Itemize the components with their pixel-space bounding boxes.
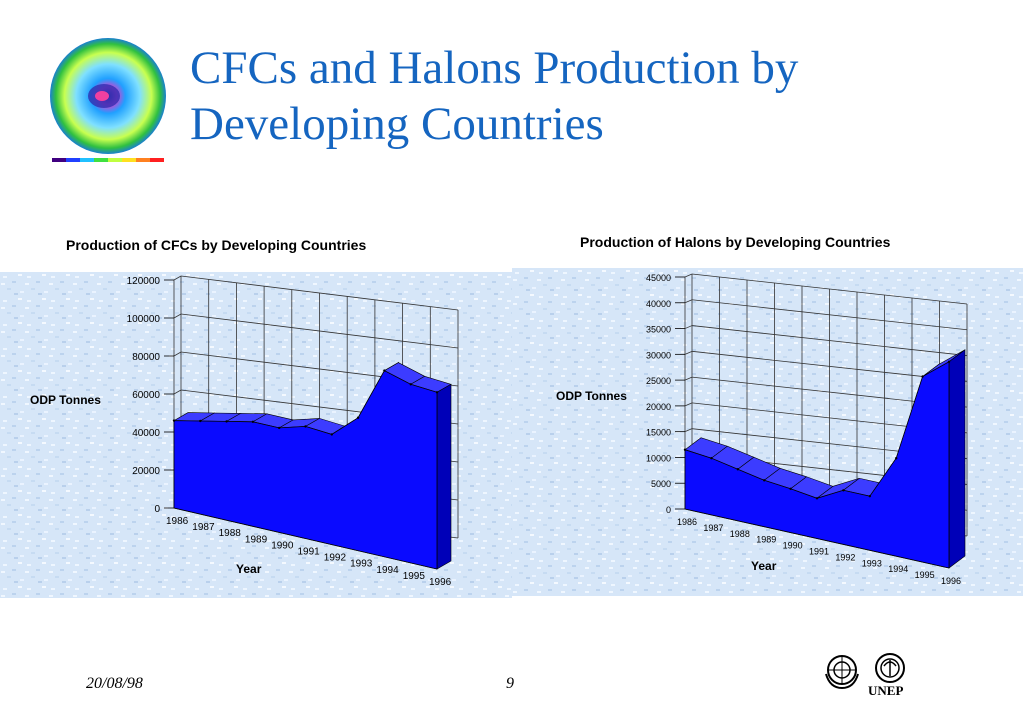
halon-ytick-label: 20000: [646, 402, 671, 412]
cfc-xtick-label: 1986: [166, 516, 189, 527]
cfc-gridline-side: [173, 313, 182, 319]
halon-xtick-label: 1986: [677, 517, 697, 527]
halon-data-point-1994: [895, 457, 898, 460]
halon-xtick-label: 1987: [703, 523, 723, 533]
cfc-ytick-label: 120000: [127, 276, 161, 287]
halon-ytick-label: 15000: [646, 428, 671, 438]
cfc-data-point-1991: [304, 425, 307, 428]
cfc-gridline-side: [173, 275, 182, 281]
halon-gridline-side: [684, 350, 693, 355]
halon-data-point-1995: [921, 375, 924, 378]
slide-title-line2: Developing Countries: [190, 98, 604, 150]
cfc-ytick-label: 100000: [127, 314, 161, 325]
cfc-ytick-label: 40000: [132, 428, 160, 439]
halon-data-point-1991: [815, 497, 819, 500]
cfc-xtick-label: 1990: [271, 540, 294, 551]
halon-ytick-label: 10000: [646, 453, 671, 463]
halon-ytick-label: 40000: [646, 299, 671, 309]
halon-xtick-label: 1988: [730, 529, 750, 539]
cfc-xtick-label: 1992: [324, 553, 347, 564]
cfc-chart-title: Production of CFCs by Developing Countri…: [66, 237, 367, 253]
halon-data-point-1993: [868, 494, 871, 498]
cfc-xtick-label: 1994: [376, 565, 399, 576]
halon-data-point-1988: [736, 468, 739, 471]
cfc-gridline-side: [173, 351, 182, 357]
halon-data-point-1996: [947, 360, 951, 363]
cfc-xtick-label: 1988: [219, 528, 242, 539]
slide-date: 20/08/98: [86, 675, 143, 692]
halon-ylabel: ODP Tonnes: [556, 389, 627, 403]
cfc-ylabel: ODP Tonnes: [30, 393, 101, 407]
slide-title: CFCs and Halons Production by Developing…: [190, 40, 990, 152]
cfc-data-point-1986: [172, 419, 176, 422]
halon-gridline-side: [684, 299, 693, 304]
cfc-xtick-label: 1996: [429, 577, 452, 588]
cfc-ytick-label: 80000: [132, 352, 160, 363]
cfc-area-series: [173, 370, 438, 570]
cfc-data-point-1987: [199, 419, 202, 423]
slide-title-line1: CFCs and Halons Production by: [190, 42, 799, 94]
unep-emblem-icon: [868, 652, 912, 689]
halon-xtick-label: 1989: [756, 535, 776, 545]
halon-area-end-cap: [948, 349, 966, 569]
cfc-chart: 0 20000 40000 60000 80000 100000 120000 1986 198…: [0, 272, 512, 598]
halon-ytick-label: 25000: [646, 376, 671, 386]
halon-gridline-side: [684, 402, 693, 407]
cfc-data-point-1995: [409, 383, 412, 386]
halon-gridline-side: [684, 376, 693, 381]
halon-ytick-label: 45000: [646, 273, 671, 283]
halon-data-point-1992: [842, 489, 845, 492]
cfc-ytick-label: 60000: [132, 390, 160, 401]
cfc-data-point-1996: [435, 391, 439, 394]
cfc-data-point-1993: [356, 416, 360, 419]
halon-gridline-side: [684, 428, 693, 433]
cfc-xlabel: Year: [236, 562, 262, 576]
unep-label: UNEP: [868, 683, 904, 698]
cfc-data-point-1988: [225, 420, 228, 423]
halon-ytick-label: 5000: [651, 479, 671, 489]
cfc-ytick-label: 20000: [132, 466, 160, 477]
halon-data-point-1986: [683, 448, 687, 451]
halon-ytick-label: 0: [666, 505, 671, 515]
halon-xtick-label: 1990: [783, 541, 803, 551]
un-emblem-icon: [822, 652, 866, 697]
halon-xtick-label: 1991: [809, 547, 829, 557]
halon-xtick-label: 1993: [862, 558, 882, 568]
cfc-data-point-1989: [251, 420, 255, 423]
halon-gridline-side: [684, 273, 693, 278]
page-number: 9: [506, 675, 514, 692]
halon-data-point-1989: [763, 479, 766, 482]
cfc-gridline-side: [173, 389, 182, 395]
halon-data-point-1990: [789, 487, 792, 490]
cfc-xtick-label: 1989: [245, 534, 268, 545]
halon-xtick-label: 1995: [915, 570, 935, 580]
halon-ytick-label: 35000: [646, 325, 671, 335]
halon-xtick-label: 1996: [941, 576, 961, 586]
cfc-data-point-1992: [330, 433, 333, 436]
halon-chart: 0 5000 10000 15000 20000 25000 30000 35000 40000…: [512, 268, 1023, 596]
cfc-xtick-label: 1995: [403, 571, 426, 582]
cfc-data-point-1990: [278, 426, 281, 430]
cfc-ytick-label: 0: [154, 504, 160, 515]
halon-xtick-label: 1994: [888, 564, 908, 574]
halon-chart-title: Production of Halons by Developing Count…: [580, 234, 891, 250]
halon-gridline-side: [684, 325, 693, 329]
halon-xtick-label: 1992: [835, 552, 855, 562]
halon-area-series: [684, 361, 950, 569]
cfc-xtick-label: 1991: [298, 547, 321, 558]
halon-xlabel: Year: [751, 559, 777, 573]
halon-ytick-label: 30000: [646, 350, 671, 360]
cfc-xtick-label: 1993: [350, 559, 373, 570]
cfc-area-end-cap: [436, 383, 452, 570]
cfc-data-point-1994: [383, 369, 386, 372]
cfc-xtick-label: 1987: [192, 522, 215, 533]
halon-data-point-1987: [710, 456, 713, 460]
ozone-map-logo: [44, 38, 174, 173]
